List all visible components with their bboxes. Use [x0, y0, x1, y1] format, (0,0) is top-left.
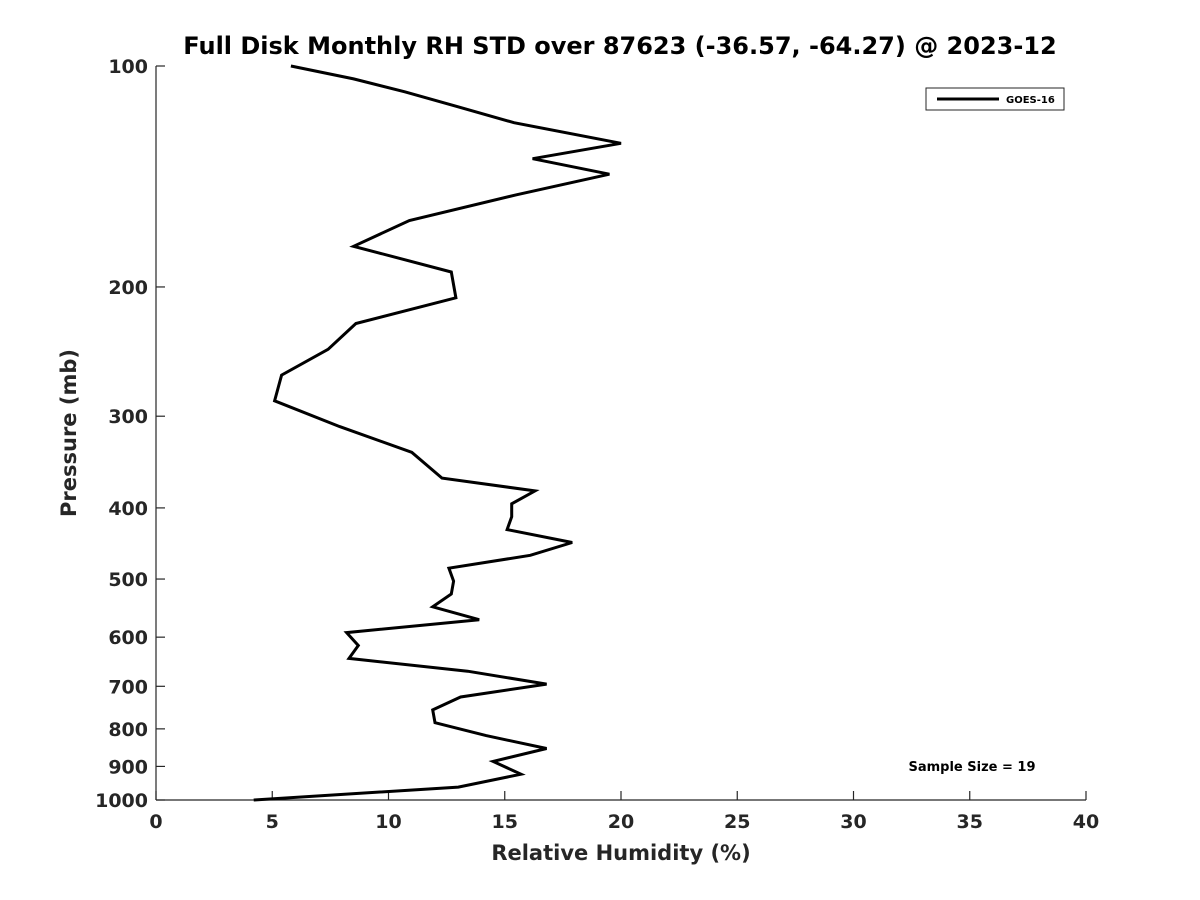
x-tick-label: 20	[608, 811, 634, 833]
x-tick-label: 35	[957, 811, 983, 833]
y-tick-label: 400	[108, 498, 148, 520]
plot-area: 100 200 300 400 500 600 700 800 900 1000 0 5 10 15 20…	[95, 56, 1099, 833]
y-tick-label: 900	[108, 756, 148, 778]
x-tick-label: 25	[724, 811, 750, 833]
x-tick-label: 30	[840, 811, 866, 833]
x-axis-label: Relative Humidity (%)	[491, 841, 750, 865]
legend-label-goes-16: GOES-16	[1006, 95, 1055, 106]
y-ticks: 100 200 300 400 500 600 700 800 900 1000	[95, 56, 165, 812]
y-axis-label: Pressure (mb)	[57, 349, 81, 517]
x-tick-label: 5	[266, 811, 279, 833]
sample-size-annotation: Sample Size = 19	[908, 760, 1035, 775]
x-tick-label: 40	[1073, 811, 1099, 833]
y-tick-label: 1000	[95, 790, 148, 812]
legend: GOES-16	[925, 87, 1065, 111]
x-tick-label: 15	[492, 811, 518, 833]
y-tick-label: 700	[108, 676, 148, 698]
y-tick-label: 600	[108, 627, 148, 649]
x-ticks: 0 5 10 15 20 25 30 35 40	[149, 791, 1099, 833]
y-tick-label: 100	[108, 56, 148, 78]
chart-title: Full Disk Monthly RH STD over 87623 (-36…	[183, 32, 1056, 60]
y-tick-label: 500	[108, 569, 148, 591]
y-tick-label: 200	[108, 277, 148, 299]
y-tick-label: 800	[108, 719, 148, 741]
y-tick-label: 300	[108, 406, 148, 428]
x-tick-label: 10	[375, 811, 401, 833]
x-tick-label: 0	[149, 811, 162, 833]
series-line-goes-16	[253, 64, 622, 802]
